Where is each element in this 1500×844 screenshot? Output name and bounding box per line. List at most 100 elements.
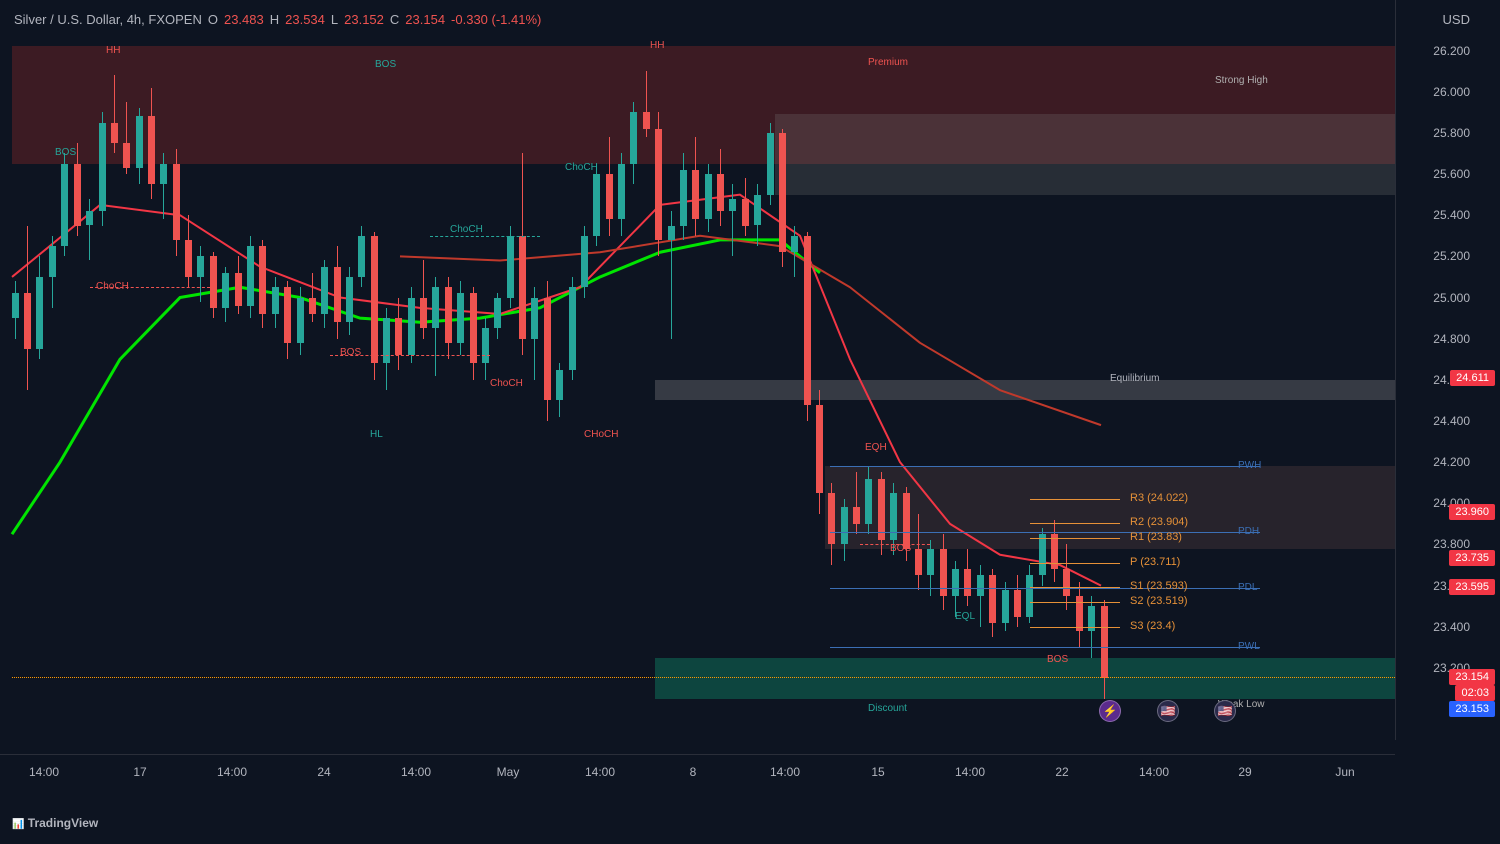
candle-body[interactable]	[36, 277, 43, 349]
candle-body[interactable]	[878, 479, 885, 541]
candle-body[interactable]	[668, 226, 675, 240]
event-icon[interactable]: 🇺🇸	[1157, 700, 1179, 722]
candle-body[interactable]	[99, 123, 106, 211]
candle-body[interactable]	[791, 236, 798, 252]
candle-body[interactable]	[457, 293, 464, 342]
candle-body[interactable]	[853, 507, 860, 523]
candle-body[interactable]	[123, 143, 130, 168]
candle-body[interactable]	[197, 256, 204, 277]
candle-body[interactable]	[272, 287, 279, 314]
candle-body[interactable]	[86, 211, 93, 225]
candle-body[interactable]	[556, 370, 563, 401]
candle-body[interactable]	[445, 287, 452, 343]
candle-body[interactable]	[977, 575, 984, 596]
candle-body[interactable]	[470, 293, 477, 363]
candle-body[interactable]	[148, 116, 155, 184]
event-icon[interactable]: 🇺🇸	[1214, 700, 1236, 722]
candle-body[interactable]	[729, 199, 736, 211]
candle-body[interactable]	[964, 569, 971, 596]
candle-body[interactable]	[903, 493, 910, 549]
candle-body[interactable]	[1039, 534, 1046, 575]
candle-body[interactable]	[890, 493, 897, 540]
h-label: H	[270, 12, 279, 27]
candle-body[interactable]	[259, 246, 266, 314]
candle-body[interactable]	[309, 298, 316, 314]
candle-body[interactable]	[432, 287, 439, 328]
candle-body[interactable]	[420, 298, 427, 329]
candle-body[interactable]	[952, 569, 959, 596]
candle-body[interactable]	[210, 256, 217, 307]
candle-body[interactable]	[655, 129, 662, 240]
pivot-label: R2 (23.904)	[1130, 516, 1188, 528]
candle-body[interactable]	[160, 164, 167, 185]
candle-body[interactable]	[111, 123, 118, 144]
candle-body[interactable]	[136, 116, 143, 167]
candle-body[interactable]	[346, 277, 353, 322]
candle-body[interactable]	[593, 174, 600, 236]
candle-body[interactable]	[482, 328, 489, 363]
candle-body[interactable]	[1051, 534, 1058, 569]
candle-body[interactable]	[74, 164, 81, 226]
candle-body[interactable]	[1101, 606, 1108, 678]
candle-body[interactable]	[680, 170, 687, 226]
candle-body[interactable]	[1063, 569, 1070, 596]
candle-body[interactable]	[630, 112, 637, 163]
candle-body[interactable]	[395, 318, 402, 355]
candle-body[interactable]	[334, 267, 341, 323]
candle-body[interactable]	[494, 298, 501, 329]
candle-body[interactable]	[1076, 596, 1083, 631]
candle-body[interactable]	[705, 174, 712, 219]
candle-body[interactable]	[692, 170, 699, 219]
candle-body[interactable]	[643, 112, 650, 128]
candle-body[interactable]	[371, 236, 378, 364]
x-axis[interactable]: 14:001714:002414:00May14:00814:001514:00…	[0, 754, 1395, 804]
candle-body[interactable]	[828, 493, 835, 544]
candle-body[interactable]	[841, 507, 848, 544]
candle-body[interactable]	[927, 549, 934, 576]
candle-body[interactable]	[606, 174, 613, 219]
candle-body[interactable]	[940, 549, 947, 596]
chart-canvas[interactable]: R3 (24.022)R2 (23.904)R1 (23.83)P (23.71…	[0, 0, 1395, 740]
pivot-label: P (23.711)	[1130, 556, 1180, 568]
candle-body[interactable]	[531, 298, 538, 339]
candle-body[interactable]	[618, 164, 625, 220]
candle-body[interactable]	[173, 164, 180, 240]
y-axis[interactable]: 26.20026.00025.80025.60025.40025.20025.0…	[1395, 0, 1500, 740]
candle-body[interactable]	[247, 246, 254, 306]
candle-body[interactable]	[989, 575, 996, 622]
y-tick: 25.000	[1433, 291, 1470, 305]
candle-body[interactable]	[12, 293, 19, 318]
candle-body[interactable]	[767, 133, 774, 195]
candle-body[interactable]	[235, 273, 242, 306]
candle-body[interactable]	[519, 236, 526, 339]
candle-body[interactable]	[185, 240, 192, 277]
candle-body[interactable]	[507, 236, 514, 298]
candle-body[interactable]	[1014, 590, 1021, 617]
candle-body[interactable]	[49, 246, 56, 277]
candle-body[interactable]	[321, 267, 328, 314]
candle-body[interactable]	[779, 133, 786, 252]
candle-body[interactable]	[804, 236, 811, 405]
candle-body[interactable]	[544, 298, 551, 401]
candle-body[interactable]	[569, 287, 576, 369]
candle-body[interactable]	[1002, 590, 1009, 623]
chart-annotation: Discount	[868, 703, 907, 714]
candle-body[interactable]	[742, 199, 749, 226]
candle-body[interactable]	[865, 479, 872, 524]
candle-body[interactable]	[408, 298, 415, 356]
candle-body[interactable]	[754, 195, 761, 226]
candle-body[interactable]	[717, 174, 724, 211]
candle-body[interactable]	[358, 236, 365, 277]
candle-body[interactable]	[1026, 575, 1033, 616]
candle-body[interactable]	[297, 298, 304, 343]
candle-body[interactable]	[61, 164, 68, 246]
candle-body[interactable]	[24, 293, 31, 349]
candle-body[interactable]	[915, 549, 922, 576]
candle-body[interactable]	[284, 287, 291, 343]
candle-body[interactable]	[222, 273, 229, 308]
candle-body[interactable]	[581, 236, 588, 287]
candle-body[interactable]	[816, 405, 823, 493]
candle-body[interactable]	[383, 318, 390, 363]
chart-annotation: BOS	[340, 347, 361, 358]
event-icon[interactable]: ⚡	[1099, 700, 1121, 722]
